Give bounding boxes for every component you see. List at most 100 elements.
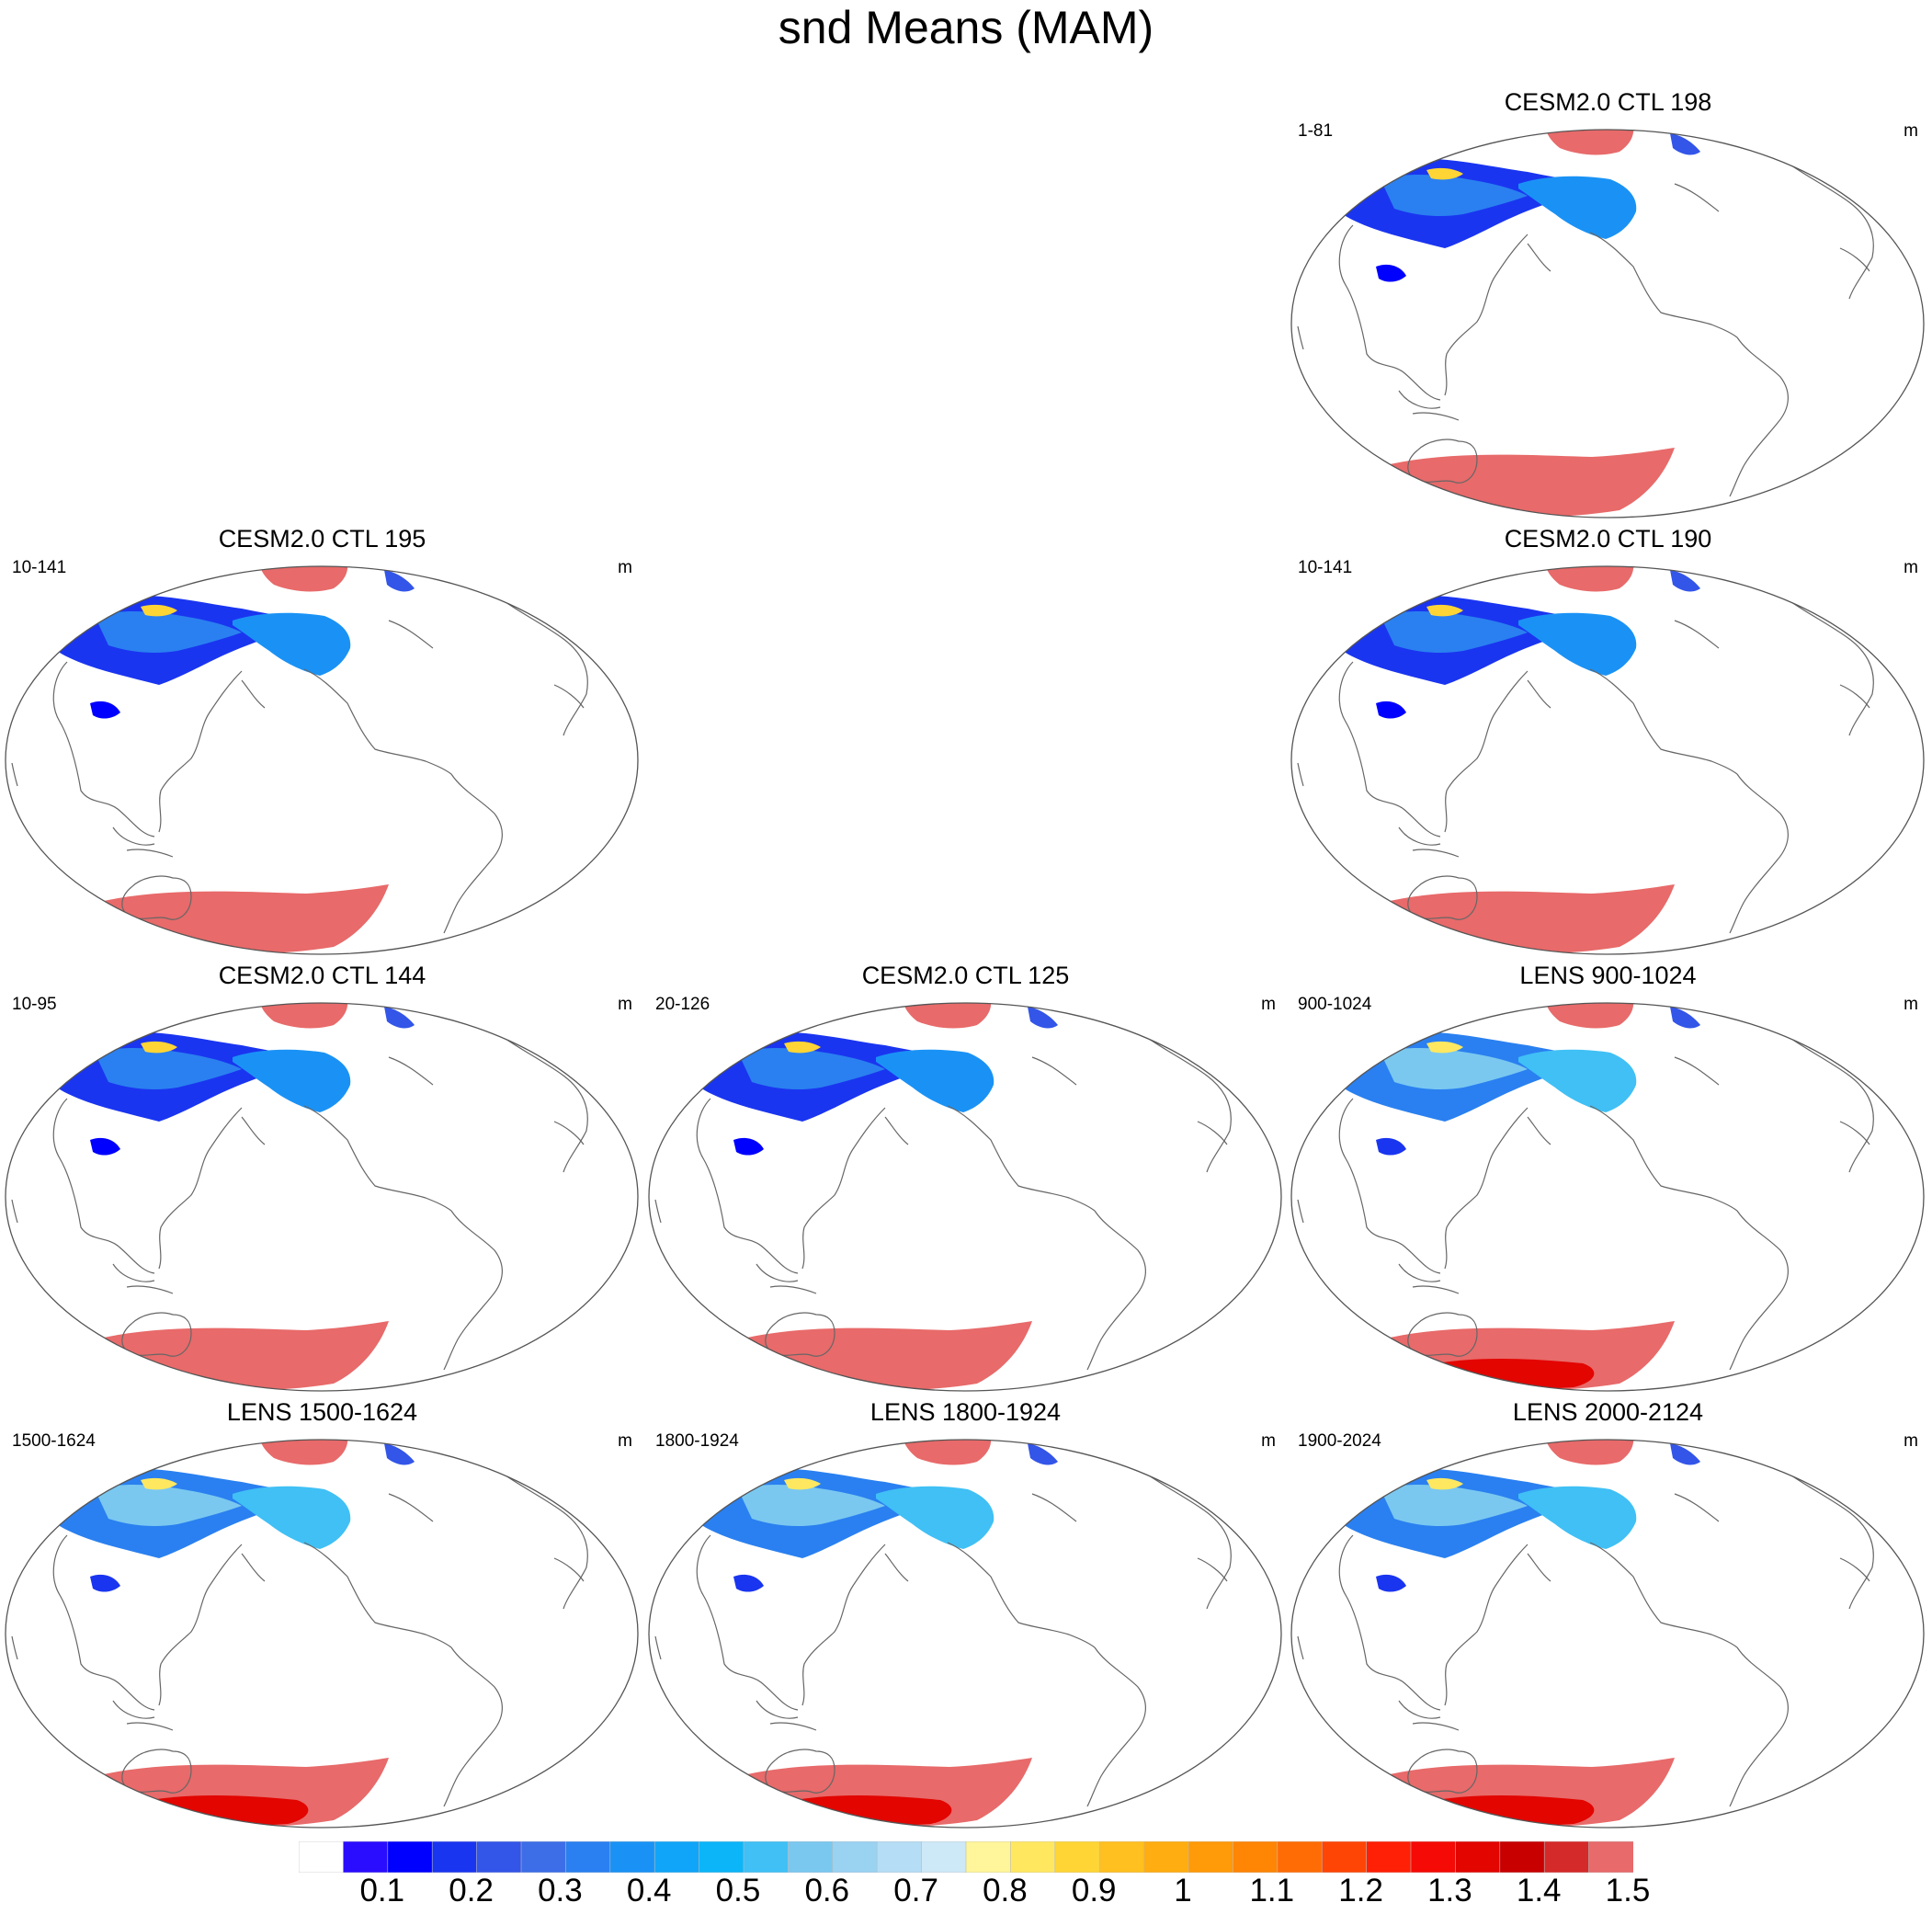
coastline xyxy=(126,1285,174,1294)
coastline xyxy=(1338,224,1441,401)
coastline xyxy=(1398,1700,1441,1719)
map-boundary xyxy=(1290,1002,1925,1392)
coastline xyxy=(553,1121,585,1145)
snow-depth-region xyxy=(1544,1003,1634,1029)
snow-depth-region xyxy=(784,1477,821,1490)
coastline xyxy=(158,670,243,833)
snow-depth-region xyxy=(233,1486,351,1549)
colorbar-tick-label: 0.5 xyxy=(715,1873,761,1908)
coastline xyxy=(1674,1056,1720,1086)
coastline xyxy=(388,1056,434,1086)
map-panel-5: CESM2.0 CTL 125 20-126 m xyxy=(646,961,1285,1393)
map-layers xyxy=(654,1440,1232,1828)
colorbar-swatch xyxy=(1098,1841,1145,1873)
snow-depth-region xyxy=(1381,1048,1528,1089)
coastline xyxy=(947,1105,1096,1212)
snow-depth-region xyxy=(784,1795,952,1826)
coastline xyxy=(1729,1210,1789,1371)
panel-title: LENS 2000-2124 xyxy=(1512,1398,1704,1426)
snow-depth-region xyxy=(738,1485,885,1526)
coastline xyxy=(1407,1749,1478,1794)
colorbar-tick-label: 0.3 xyxy=(538,1873,583,1908)
coastline xyxy=(1589,1105,1738,1212)
colorbar-swatch xyxy=(431,1841,478,1873)
coastline xyxy=(1527,1116,1551,1145)
panel-units-label: m xyxy=(1904,121,1918,141)
map-layers xyxy=(11,1440,588,1828)
coastline xyxy=(1674,1493,1720,1522)
panel-units-label: m xyxy=(1261,995,1276,1014)
coastline xyxy=(765,1312,835,1357)
snow-depth-region xyxy=(141,604,177,617)
colorbar-swatch xyxy=(965,1841,1012,1873)
coastline xyxy=(1197,1121,1228,1145)
snow-depth-region xyxy=(1544,1440,1634,1465)
snow-depth-region xyxy=(1426,167,1463,180)
coastline xyxy=(1589,232,1738,338)
snow-depth-region xyxy=(876,1486,994,1549)
coastline xyxy=(303,668,452,775)
colorbar-labels: 0.1 0.2 0.3 0.4 0.5 0.6 0.7 0.8 0.9 1 1.1 1.2 1.3 1.4… xyxy=(0,1872,1932,1912)
coastline xyxy=(1839,1121,1870,1145)
colorbar-swatch xyxy=(609,1841,655,1873)
coastline xyxy=(1527,1553,1551,1582)
coastline xyxy=(443,1210,503,1371)
snow-depth-region xyxy=(1376,1137,1406,1156)
snow-depth-region xyxy=(733,1574,764,1592)
snow-depth-region xyxy=(90,701,120,719)
map-plot xyxy=(5,1439,639,1829)
map-boundary xyxy=(1290,565,1925,955)
map-boundary xyxy=(1290,129,1925,518)
snow-depth-region xyxy=(738,1048,885,1089)
panel-title: CESM2.0 CTL 190 xyxy=(1504,525,1712,553)
coastline xyxy=(1729,773,1789,934)
map-panel-4: CESM2.0 CTL 144 10-95 m xyxy=(3,961,642,1393)
snow-depth-region xyxy=(95,611,242,653)
map-plot xyxy=(5,1002,639,1392)
snow-depth-region xyxy=(141,1477,177,1490)
panel-units-label: m xyxy=(618,558,632,577)
colorbar-tick-label: 1 xyxy=(1174,1873,1192,1908)
panel-title: CESM2.0 CTL 125 xyxy=(861,962,1070,989)
snow-depth-region xyxy=(1518,612,1637,676)
coastline xyxy=(1398,390,1441,409)
coastline xyxy=(52,1534,155,1711)
coastline xyxy=(1197,1557,1228,1582)
snow-depth-region xyxy=(1670,133,1700,155)
snow-depth-region xyxy=(1376,701,1406,719)
colorbar-tick-label: 0.4 xyxy=(626,1873,672,1908)
colorbar-swatch xyxy=(1543,1841,1590,1873)
colorbar-swatch xyxy=(653,1841,700,1873)
coastline xyxy=(1444,1107,1529,1270)
map-panel-1: CESM2.0 CTL 198 1-81 m xyxy=(1289,87,1927,519)
coastline xyxy=(121,1312,192,1357)
map-panel-7: LENS 1500-1624 1500-1624 m xyxy=(3,1397,642,1829)
colorbar-swatch xyxy=(743,1841,790,1873)
coastline xyxy=(498,1033,588,1173)
panel-range-label: 1-81 xyxy=(1298,121,1334,141)
coastline xyxy=(801,1107,886,1270)
map-plot xyxy=(1290,1439,1925,1829)
colorbar-tick-label: 1.4 xyxy=(1516,1873,1562,1908)
coastline xyxy=(1444,1544,1529,1706)
panel-title: LENS 900-1024 xyxy=(1519,962,1697,989)
panel-title: LENS 1500-1624 xyxy=(226,1398,418,1426)
coastline xyxy=(884,1116,909,1145)
snow-depth-region xyxy=(384,1443,415,1465)
coastline xyxy=(112,1700,155,1719)
colorbar-tick-label: 0.6 xyxy=(804,1873,850,1908)
colorbar-swatch xyxy=(565,1841,611,1873)
figure-title: snd Means (MAM) xyxy=(778,2,1154,53)
snow-depth-region xyxy=(733,1137,764,1156)
snow-depth-region xyxy=(233,1049,351,1112)
snow-depth-region xyxy=(1426,604,1463,617)
coastline xyxy=(1398,1263,1441,1282)
map-panel-2: CESM2.0 CTL 195 10-141 m xyxy=(3,524,642,956)
snow-depth-region xyxy=(1381,1485,1528,1526)
snow-depth-region xyxy=(384,1007,415,1029)
colorbar-swatch xyxy=(1054,1841,1100,1873)
coastline xyxy=(1412,412,1460,421)
coastline xyxy=(241,1116,266,1145)
snow-depth-region xyxy=(1390,884,1675,954)
coastline xyxy=(1412,1722,1460,1731)
